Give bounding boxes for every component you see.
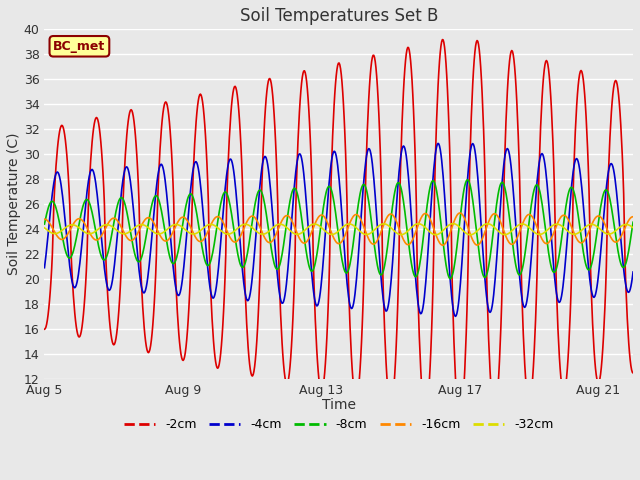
Text: BC_met: BC_met xyxy=(53,40,106,53)
X-axis label: Time: Time xyxy=(322,398,356,412)
Y-axis label: Soil Temperature (C): Soil Temperature (C) xyxy=(7,133,21,276)
Legend: -2cm, -4cm, -8cm, -16cm, -32cm: -2cm, -4cm, -8cm, -16cm, -32cm xyxy=(119,413,559,436)
Title: Soil Temperatures Set B: Soil Temperatures Set B xyxy=(239,7,438,25)
